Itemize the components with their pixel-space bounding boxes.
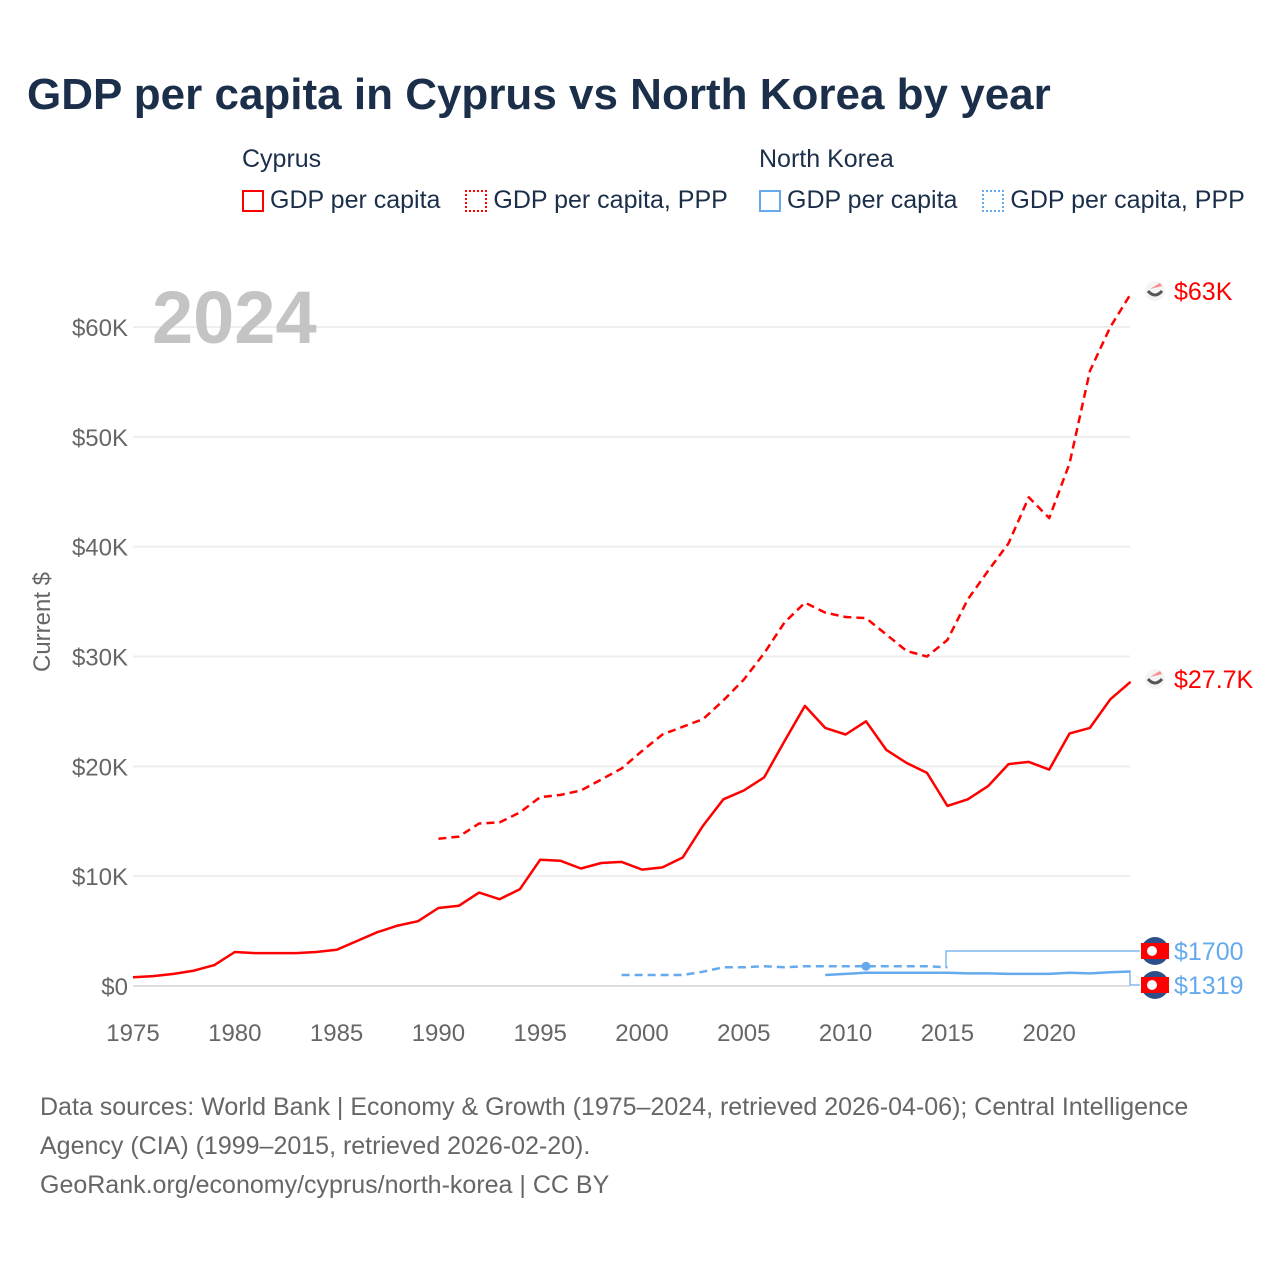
legend-item-cyprus-ppp[interactable]: GDP per capita, PPP [465,186,728,215]
legend-title-cyprus: Cyprus [242,145,322,173]
legend-label: GDP per capita [787,186,958,214]
y-tick-label: $10K [72,864,128,891]
leader-line [1129,970,1140,986]
footer: Data sources: World Bank | Economy & Gro… [40,1088,1250,1205]
end-value-label: $27.7K [1174,666,1254,694]
credit-link[interactable]: GeoRank.org/economy/cyprus/north-korea |… [40,1171,610,1199]
x-tick-label: 2000 [615,1020,668,1047]
x-tick-label: 1995 [514,1020,567,1047]
year-watermark: 2024 [152,276,317,359]
legend-cyprus: Cyprus GDP per capita GDP per capita, PP… [242,145,746,219]
x-tick-label: 1975 [106,1020,159,1047]
end-value-label: $1319 [1174,972,1244,1000]
leader-line [945,950,1140,968]
y-axis-label: Current $ [29,572,56,672]
y-tick-label: $60K [72,315,128,342]
flag-wreath [1146,677,1164,685]
y-tick-label: $50K [72,425,128,452]
y-tick-label: $20K [72,754,128,781]
y-tick-label: $40K [72,535,128,562]
flag-star [1147,980,1157,990]
x-tick-label: 2010 [819,1020,872,1047]
flag-island [1150,283,1162,289]
data-sources: Data sources: World Bank | Economy & Gro… [40,1093,1189,1160]
series-line-3 [621,964,948,977]
end-value-label: $1700 [1174,938,1244,966]
legend-item-nk-gdp[interactable]: GDP per capita [759,186,957,215]
legend-title-north-korea: North Korea [759,145,894,173]
legend-item-cyprus-gdp[interactable]: GDP per capita [242,186,440,215]
x-tick-label: 2005 [717,1020,770,1047]
legend-item-nk-ppp[interactable]: GDP per capita, PPP [982,186,1245,215]
y-tick-label: $0 [101,974,128,1001]
legend-label: GDP per capita [270,186,441,214]
x-tick-label: 2015 [921,1020,974,1047]
series-line-1 [438,293,1132,841]
x-tick-label: 1985 [310,1020,363,1047]
end-value-label: $63K [1174,278,1233,306]
x-tick-label: 1990 [412,1020,465,1047]
series-line-0 [132,680,1132,979]
series-line-2 [825,970,1131,977]
x-tick-label: 1980 [208,1020,261,1047]
flag-star [1147,946,1157,956]
flag-island [1150,671,1162,677]
flag-wreath [1146,289,1164,297]
legend-label: GDP per capita, PPP [1010,186,1245,214]
x-tick-label: 2020 [1023,1020,1076,1047]
legend-north-korea: North Korea GDP per capita GDP per capit… [759,145,1245,219]
highlight-point [861,961,871,971]
chart-title: GDP per capita in Cyprus vs North Korea … [27,70,1051,119]
y-tick-label: $30K [72,645,128,672]
legend-label: GDP per capita, PPP [493,186,728,214]
